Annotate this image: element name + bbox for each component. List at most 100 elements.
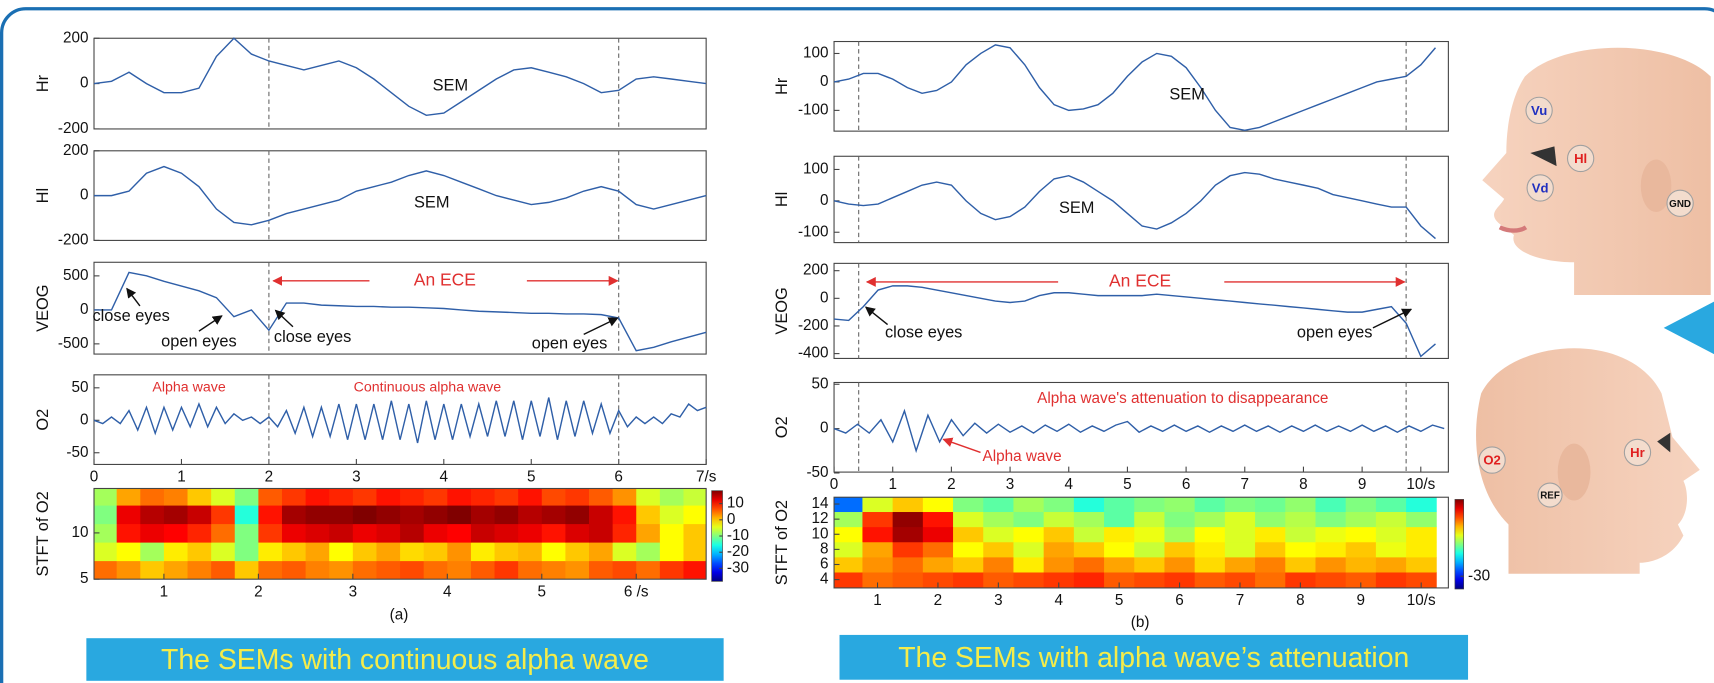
y-axis-label: STFT of O2 [773,500,791,585]
heat-cell [1224,572,1256,588]
plot-frame [833,381,1449,473]
y-tick-label: 0 [80,301,89,318]
x-tick-label: 5 [527,469,536,486]
annotation: open eyes [161,332,237,350]
x-tick-label: 1 [888,476,897,493]
heat-cell [1255,541,1286,558]
heat-cell [953,556,984,573]
annotation: close eyes [885,324,962,342]
y-axis-label: STFT of O2 [34,491,52,576]
heat-cell [423,542,448,562]
heat-cell [447,560,472,580]
heat-cell [953,541,984,558]
annotation-arrow [126,287,141,307]
signal-line [94,271,707,352]
heat-cell [211,542,236,562]
heat-cell [834,526,863,543]
heat-cell [234,523,259,543]
heat-cell [116,488,141,506]
heat-cell [305,523,330,543]
heat-cell [1224,497,1256,513]
annotation: Continuous alpha wave [354,380,502,396]
heat-cell [1134,497,1165,513]
annotation: SEM [1169,85,1205,103]
heat-cell [470,560,495,580]
heat-cell [376,542,401,562]
heat-cell [834,572,863,588]
annotation: SEM [414,194,450,212]
heat-cell [447,505,472,525]
heat-cell [612,542,637,562]
heat-cell [862,497,894,513]
heat-cell [1315,572,1347,588]
heat-cell [234,542,259,562]
heat-cell [1043,497,1075,513]
heat-cell [281,488,307,506]
signal-line [94,165,707,226]
y-tick-label: -50 [66,444,88,461]
heat-cell [376,505,401,525]
heat-cell [1043,541,1075,558]
heat-cell [116,560,141,580]
heat-cell [862,511,894,528]
heat-cell [423,488,448,506]
heat-cell [258,523,283,543]
x-tick-label: 3 [1006,476,1015,493]
heat-cell [1164,572,1196,588]
colorbar [1454,499,1465,590]
annotation-arrow [198,315,223,332]
electrode [1537,482,1563,508]
x-tick-label: 8 [1299,476,1308,493]
electrode [1526,174,1554,202]
y-tick-label: -50 [806,464,828,481]
heat-cell [258,505,283,525]
heat-cell [683,488,707,506]
heat-cell [1375,541,1407,558]
heat-cell [612,523,637,543]
heat-cell [234,505,259,525]
heat-cell [565,505,590,525]
caption: (b) [1131,614,1150,631]
heat-cell [234,560,259,580]
heat-cell [922,556,954,573]
heat-cell [862,556,894,573]
heat-cell [1315,541,1347,558]
plot-frame [93,374,707,465]
heat-cell [400,523,425,543]
heat-cell [1375,511,1407,528]
heat-cell [1345,556,1377,573]
caption: (a) [390,606,409,623]
heat-cell [1073,556,1105,573]
x-tick-label: 7/s [696,469,717,486]
x-tick-label: 3 [349,583,358,600]
x-tick-label: 6 [1175,592,1184,609]
x-tick-label: 7 [1236,592,1245,609]
arrow-icon [1663,301,1714,355]
x-tick-label: 1 [873,592,882,609]
annotation: Alpha wave's attenuation to disappearanc… [1037,390,1328,407]
heat-cell [329,505,354,525]
y-axis-label: Hr [773,77,791,95]
y-tick-label: -100 [798,101,829,118]
heat-cell [565,560,590,580]
heat-cell [518,505,543,525]
heat-cell [659,488,684,506]
heat-cell [470,542,495,562]
colorbar-tick-label: -30 [727,559,749,576]
heat-cell [1013,497,1045,513]
heat-cell [953,497,984,513]
heat-cell [140,505,165,525]
heat-cell [1043,511,1075,528]
heat-cell [1285,497,1316,513]
heat-cell [400,560,425,580]
heat-cell [187,488,212,506]
heat-cell [163,523,188,543]
heat-cell [862,572,894,588]
annotation: Alpha wave [983,448,1062,465]
heat-cell [187,505,212,525]
heat-cell [892,511,924,528]
heat-cell [234,488,259,506]
heat-cell [1164,526,1196,543]
heat-cell [1194,541,1226,558]
annotation: close eyes [92,307,169,325]
